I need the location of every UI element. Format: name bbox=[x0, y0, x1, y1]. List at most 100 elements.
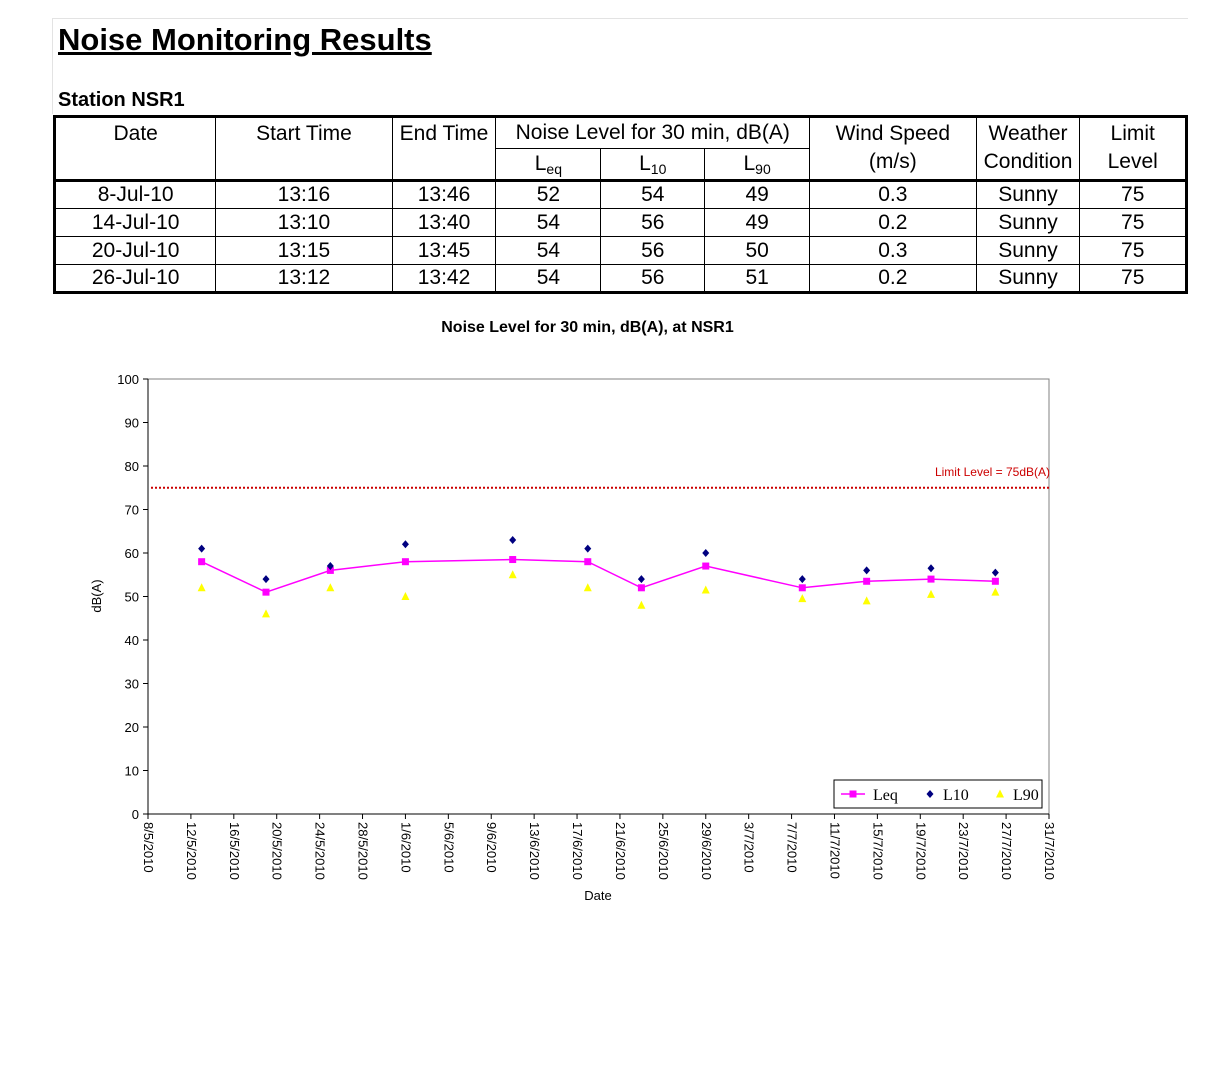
leq-point bbox=[637, 584, 645, 592]
x-tick-label: 23/7/2010 bbox=[956, 822, 971, 880]
l90-point bbox=[508, 570, 517, 579]
header-end-time: End Time bbox=[391, 116, 497, 182]
y-tick-label: 40 bbox=[125, 633, 139, 648]
x-tick-label: 24/5/2010 bbox=[313, 822, 328, 880]
leq-point bbox=[401, 558, 409, 566]
l90-point bbox=[927, 589, 936, 598]
plot-layer: 0 10 20 30 40 50 60 70 80 90 100 8/5/2010 12/5/2010 1… bbox=[117, 372, 1057, 880]
l10-point bbox=[198, 544, 206, 553]
header-limit: Limit Level bbox=[1079, 116, 1187, 182]
station-label: Station NSR1 bbox=[58, 89, 185, 111]
leq-point bbox=[991, 577, 999, 585]
header-weather: Weather Condition bbox=[975, 116, 1081, 182]
cell-weather: Sunny bbox=[975, 180, 1081, 209]
x-tick-label: 13/6/2010 bbox=[527, 822, 542, 880]
x-tick-label: 15/7/2010 bbox=[870, 822, 885, 880]
header-wind-speed-line2: (m/s) bbox=[868, 150, 917, 173]
l10-point bbox=[927, 564, 935, 573]
legend-l10-label: L10 bbox=[943, 787, 969, 804]
cell-wind: 0.2 bbox=[809, 264, 977, 293]
cell-limit: 75 bbox=[1079, 264, 1187, 293]
y-tick-label: 90 bbox=[125, 416, 139, 431]
y-tick-label: 70 bbox=[125, 503, 139, 518]
cell-leq: 52 bbox=[495, 180, 602, 209]
leq-point bbox=[509, 556, 517, 564]
header-noise-level: Noise Level for 30 min, dB(A) bbox=[495, 116, 811, 149]
legend-leq-label: Leq bbox=[873, 787, 898, 804]
x-tick-label: 1/6/2010 bbox=[398, 822, 413, 873]
l90-point bbox=[991, 587, 1000, 596]
x-tick-label: 19/7/2010 bbox=[913, 822, 928, 880]
l10-point bbox=[401, 540, 409, 549]
y-tick-label: 100 bbox=[117, 372, 139, 387]
cell-limit: 75 bbox=[1079, 180, 1187, 209]
header-leq-sub: eq bbox=[546, 160, 562, 177]
header-l90-sub: 90 bbox=[755, 160, 771, 177]
cell-date: 26-Jul-10 bbox=[53, 264, 217, 293]
cell-weather: Sunny bbox=[975, 208, 1081, 237]
l10-point bbox=[798, 575, 806, 584]
leq-point bbox=[326, 566, 334, 574]
left-rule bbox=[52, 18, 53, 114]
table-row: 26-Jul-10 13:12 13:42 54 56 51 0.2 Sunny… bbox=[53, 264, 1187, 293]
leq-point bbox=[584, 558, 592, 566]
cell-weather: Sunny bbox=[975, 264, 1081, 293]
header-date: Date bbox=[53, 116, 217, 182]
header-l90: L90 bbox=[704, 148, 811, 182]
l90-point bbox=[401, 592, 410, 600]
cell-leq: 54 bbox=[495, 208, 602, 237]
header-leq: Leq bbox=[495, 148, 602, 182]
x-tick-label: 16/5/2010 bbox=[227, 822, 242, 880]
l90-point bbox=[197, 583, 206, 592]
results-table: Date Start Time End Time Noise Level for… bbox=[53, 115, 1188, 294]
y-tick-label: 10 bbox=[125, 764, 139, 779]
leq-point bbox=[798, 584, 806, 592]
y-axis-label: dB(A) bbox=[89, 579, 104, 612]
header-l10-sub: 10 bbox=[650, 160, 667, 177]
header-limit-line1: Limit bbox=[1110, 122, 1155, 145]
cell-l90: 49 bbox=[704, 180, 811, 209]
l10-point bbox=[509, 535, 517, 544]
leq-point bbox=[927, 575, 935, 583]
legend-l90-label: L90 bbox=[1013, 787, 1039, 804]
y-tick-label: 80 bbox=[125, 459, 139, 474]
l90-point bbox=[862, 596, 871, 605]
legend-l90-marker bbox=[996, 789, 1004, 798]
l10-point bbox=[326, 562, 334, 571]
cell-end: 13:42 bbox=[391, 264, 497, 293]
x-tick-label: 21/6/2010 bbox=[613, 822, 628, 880]
table-row: 8-Jul-10 13:16 13:46 52 54 49 0.3 Sunny … bbox=[53, 180, 1187, 209]
cell-end: 13:40 bbox=[391, 208, 497, 237]
plot-area-border bbox=[147, 378, 1050, 815]
header-limit-line2: Level bbox=[1107, 150, 1158, 173]
cell-wind: 0.3 bbox=[809, 236, 977, 265]
l10-point bbox=[991, 568, 999, 577]
cell-l90: 49 bbox=[704, 208, 811, 237]
l10-point bbox=[584, 544, 592, 553]
legend-l10-marker bbox=[926, 790, 934, 798]
header-l10-main: L bbox=[639, 151, 651, 175]
x-tick-label: 9/6/2010 bbox=[484, 822, 499, 873]
y-tick-label: 60 bbox=[125, 546, 139, 561]
x-tick-label: 27/7/2010 bbox=[999, 822, 1014, 880]
x-tick-label: 28/5/2010 bbox=[356, 822, 371, 880]
table-row: 14-Jul-10 13:10 13:40 54 56 49 0.2 Sunny… bbox=[53, 208, 1187, 237]
header-weather-line1: Weather bbox=[988, 122, 1068, 145]
header-start-time: Start Time bbox=[215, 116, 393, 182]
leq-point bbox=[198, 558, 206, 566]
x-axis-label: Date bbox=[584, 888, 611, 903]
top-rule bbox=[52, 18, 1188, 19]
l90-point bbox=[326, 583, 335, 592]
l10-point bbox=[702, 549, 710, 557]
legend-box bbox=[833, 779, 1043, 809]
x-tick-label: 20/5/2010 bbox=[270, 822, 285, 880]
header-leq-main: L bbox=[534, 151, 547, 175]
y-tick-label: 0 bbox=[132, 807, 139, 822]
x-tick-label: 29/6/2010 bbox=[699, 822, 714, 880]
x-tick-label: 12/5/2010 bbox=[184, 822, 199, 880]
x-tick-label: 3/7/2010 bbox=[742, 822, 757, 873]
cell-l90: 50 bbox=[704, 236, 811, 265]
cell-date: 14-Jul-10 bbox=[53, 208, 217, 237]
cell-date: 20-Jul-10 bbox=[53, 236, 217, 265]
x-tick-label: 11/7/2010 bbox=[827, 822, 842, 879]
